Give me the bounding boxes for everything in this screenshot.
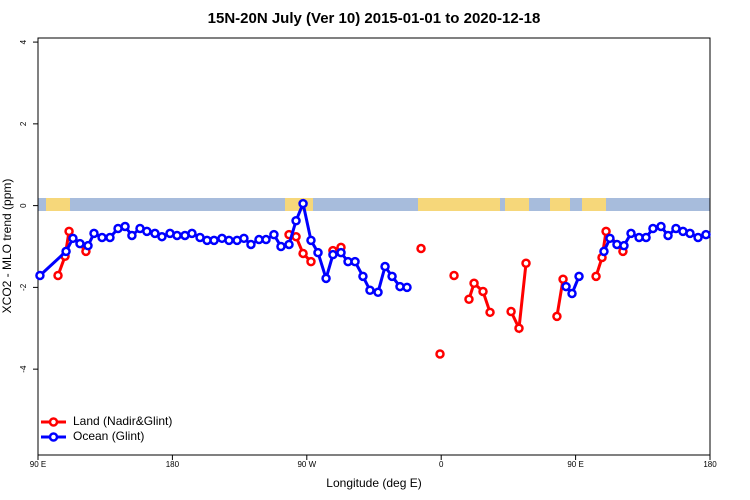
x-tick-label: 0 bbox=[439, 460, 444, 469]
point bbox=[416, 243, 426, 254]
y-tick-label: 4 bbox=[19, 39, 28, 44]
x-axis-label: Longitude (deg E) bbox=[326, 476, 421, 490]
point bbox=[605, 233, 615, 244]
point bbox=[209, 235, 219, 246]
y-tick-label: 2 bbox=[19, 121, 28, 126]
point bbox=[402, 282, 412, 293]
point bbox=[224, 235, 234, 246]
point bbox=[521, 258, 531, 269]
point bbox=[261, 234, 271, 245]
x-tick-label: 90 E bbox=[567, 460, 583, 469]
point bbox=[558, 274, 568, 284]
point bbox=[298, 198, 308, 209]
point bbox=[567, 288, 577, 299]
point bbox=[464, 294, 474, 304]
point bbox=[97, 232, 107, 243]
point bbox=[478, 286, 488, 297]
point bbox=[284, 239, 294, 250]
point bbox=[626, 228, 636, 239]
point bbox=[328, 249, 338, 260]
x-tick-label: 90 W bbox=[297, 460, 316, 469]
point bbox=[663, 230, 673, 241]
point bbox=[120, 221, 130, 232]
x-tick-label: 180 bbox=[703, 460, 717, 469]
point bbox=[64, 226, 74, 237]
point bbox=[298, 248, 308, 259]
legend-marker bbox=[48, 417, 59, 427]
legend-label: Land (Nadir&Glint) bbox=[73, 414, 172, 428]
point bbox=[83, 240, 93, 251]
y-tick-label: -2 bbox=[19, 283, 28, 291]
point bbox=[187, 228, 197, 239]
point bbox=[313, 247, 323, 258]
point bbox=[239, 233, 249, 244]
point bbox=[127, 230, 137, 241]
point bbox=[365, 285, 375, 295]
point bbox=[276, 241, 286, 252]
point bbox=[599, 246, 609, 257]
legend-marker bbox=[48, 432, 59, 442]
point bbox=[561, 281, 571, 292]
point bbox=[373, 287, 383, 298]
point bbox=[336, 247, 346, 258]
point bbox=[142, 226, 152, 237]
point bbox=[321, 273, 331, 284]
chart-title: 15N-20N July (Ver 10) 2015-01-01 to 2020… bbox=[208, 10, 541, 27]
point bbox=[306, 256, 316, 267]
y-axis-label: XCO2 - MLO trend (ppm) bbox=[0, 179, 14, 314]
point bbox=[105, 232, 115, 243]
point bbox=[591, 271, 601, 282]
point bbox=[685, 228, 695, 239]
point bbox=[469, 278, 479, 289]
point bbox=[435, 349, 445, 359]
point bbox=[506, 306, 516, 317]
point bbox=[157, 231, 167, 242]
point bbox=[656, 221, 666, 232]
point bbox=[701, 229, 711, 240]
point bbox=[150, 228, 160, 239]
point bbox=[648, 223, 658, 234]
point bbox=[172, 230, 182, 241]
point bbox=[387, 271, 397, 282]
point bbox=[380, 261, 390, 272]
point bbox=[552, 311, 562, 322]
point bbox=[246, 239, 256, 250]
point bbox=[619, 240, 629, 251]
point bbox=[485, 307, 495, 318]
y-tick-label: -4 bbox=[19, 365, 28, 373]
point bbox=[89, 228, 99, 239]
point bbox=[35, 270, 45, 281]
point bbox=[61, 246, 71, 257]
point bbox=[350, 256, 360, 267]
map-strip bbox=[38, 198, 710, 211]
x-tick-label: 180 bbox=[166, 460, 180, 469]
plot-frame bbox=[37, 37, 711, 456]
x-tick-label: 90 E bbox=[30, 460, 46, 469]
point bbox=[306, 235, 316, 246]
point bbox=[75, 238, 85, 249]
point bbox=[68, 233, 78, 244]
point bbox=[291, 215, 301, 226]
point bbox=[269, 229, 279, 240]
point bbox=[514, 323, 524, 334]
point bbox=[358, 271, 368, 282]
point bbox=[601, 226, 611, 237]
point bbox=[449, 270, 459, 281]
legend-label: Ocean (Glint) bbox=[73, 429, 144, 443]
y-tick-label: 0 bbox=[19, 203, 28, 208]
point bbox=[574, 271, 584, 282]
point bbox=[53, 270, 63, 281]
point bbox=[693, 232, 703, 243]
point bbox=[641, 232, 651, 243]
